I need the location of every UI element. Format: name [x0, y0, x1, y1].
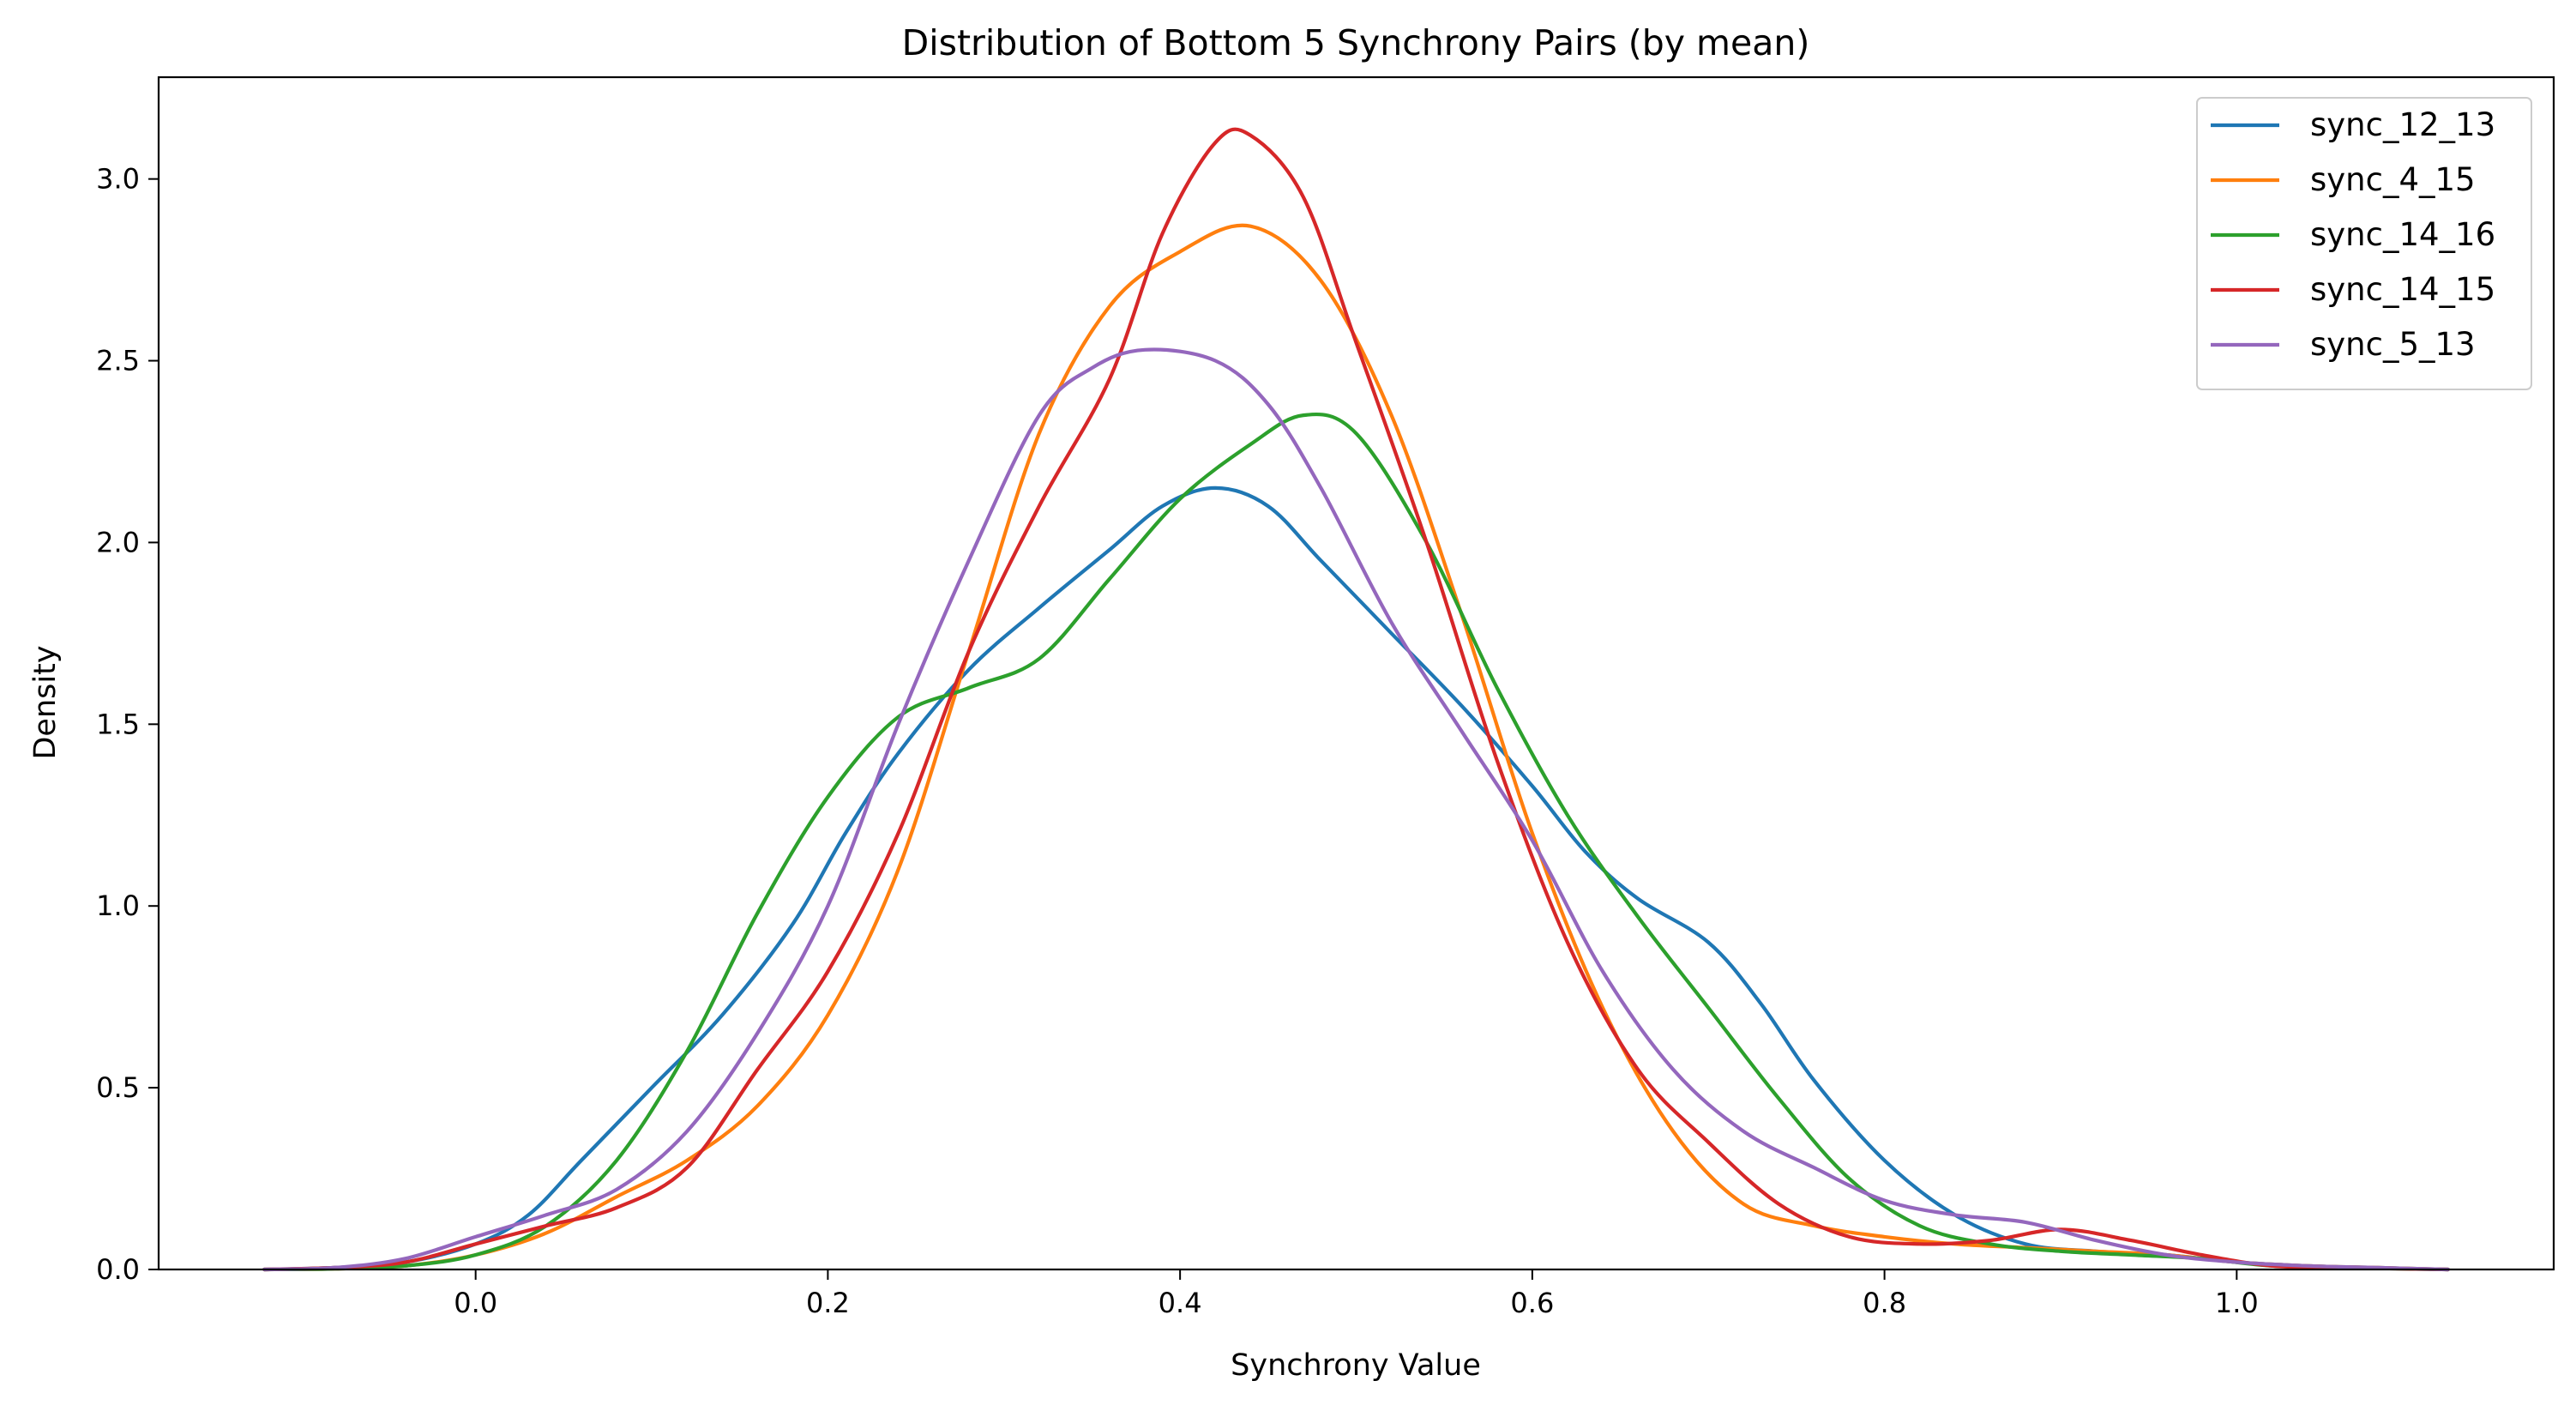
y-tick-label: 0.5 — [96, 1071, 140, 1104]
y-tick-label: 3.0 — [96, 163, 140, 196]
legend-label-sync-5-13: sync_5_13 — [2310, 326, 2476, 363]
x-tick-label: 0.2 — [806, 1287, 850, 1319]
x-axis: 0.0 0.2 0.4 0.6 0.8 1.0 — [454, 1269, 2259, 1319]
x-tick-label: 0.6 — [1510, 1287, 1554, 1319]
legend-label-sync-14-15: sync_14_15 — [2310, 271, 2495, 308]
legend: sync_12_13 sync_4_15 sync_14_16 sync_14_15s… — [2196, 97, 2532, 390]
x-tick-label: 0.0 — [454, 1287, 497, 1319]
y-axis-label: Density — [28, 645, 63, 759]
y-tick-label: 1.0 — [96, 889, 140, 922]
y-axis: 0.0 0.5 1.0 1.5 2.0 2.5 3.0 — [96, 163, 159, 1286]
x-tick-label: 0.8 — [1863, 1287, 1906, 1319]
y-tick-label: 2.5 — [96, 345, 140, 377]
plot-area — [157, 75, 2555, 1272]
y-tick-label: 0.0 — [96, 1253, 140, 1286]
series-line-sync-12-13 — [262, 485, 2450, 1272]
chart-title: Distribution of Bottom 5 Synchrony Pairs… — [902, 22, 1810, 63]
y-tick-label: 1.5 — [96, 708, 140, 740]
x-axis-label: Synchrony Value — [1231, 1348, 1481, 1383]
series-line-sync-14-16 — [262, 412, 2450, 1272]
series-line-sync-5-13 — [262, 347, 2450, 1272]
series-line-sync-14-15 — [262, 127, 2450, 1272]
plot-frame — [157, 75, 2555, 1271]
series-line-sync-4-15 — [262, 223, 2450, 1272]
legend-label-sync-12-13: sync_12_13 — [2310, 106, 2495, 143]
legend-label-sync-14-16: sync_14_16 — [2310, 216, 2495, 253]
x-tick-label: 0.4 — [1159, 1287, 1202, 1319]
legend-label-sync-4-15: sync_4_15 — [2310, 161, 2476, 198]
legend-box — [2196, 97, 2532, 390]
y-tick-label: 2.0 — [96, 526, 140, 558]
x-tick-label: 1.0 — [2215, 1287, 2259, 1319]
